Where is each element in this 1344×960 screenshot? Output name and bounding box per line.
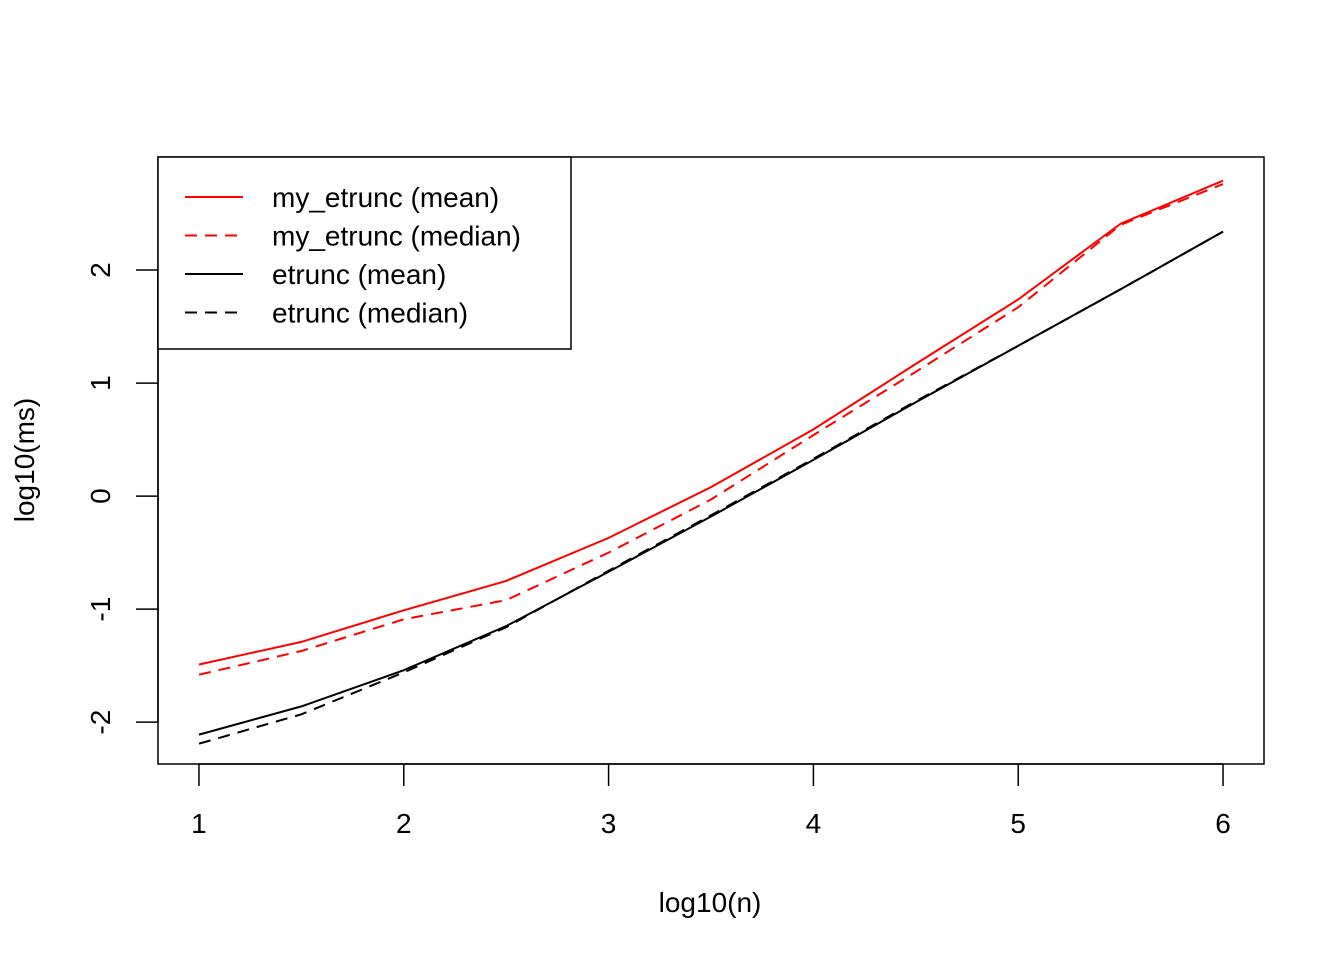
series-line-1 xyxy=(198,179,1224,666)
y-axis-label: log10(ms) xyxy=(9,398,40,522)
legend: my_etrunc (mean) my_etrunc (median) etrunc… xyxy=(157,156,572,350)
x-tick-label: 1 xyxy=(191,808,207,839)
y-tick-label: 2 xyxy=(85,262,116,278)
y-tick-label: 0 xyxy=(85,488,116,504)
x-tick-label: 6 xyxy=(1215,808,1231,839)
y-tick-label: 1 xyxy=(85,375,116,391)
y-tick-label: -2 xyxy=(85,710,116,735)
legend-items: my_etrunc (mean) my_etrunc (median) etrunc… xyxy=(185,182,521,329)
series-line-2 xyxy=(198,183,1224,676)
series-layer xyxy=(198,179,1224,745)
y-tick-label: -1 xyxy=(85,597,116,622)
x-axis: 1 2 3 4 5 6 xyxy=(191,763,1231,839)
legend-label: etrunc (mean) xyxy=(272,259,446,290)
legend-label: etrunc (median) xyxy=(272,298,468,329)
series-line-3 xyxy=(198,230,1224,736)
x-tick-label: 4 xyxy=(806,808,822,839)
legend-box xyxy=(157,156,572,350)
x-tick-label: 5 xyxy=(1010,808,1026,839)
x-tick-label: 3 xyxy=(601,808,617,839)
y-axis: -2 -1 0 1 2 xyxy=(85,262,159,735)
legend-label: my_etrunc (median) xyxy=(272,221,521,252)
legend-label: my_etrunc (mean) xyxy=(272,182,499,213)
x-axis-label: log10(n) xyxy=(659,887,762,918)
series-line-4 xyxy=(198,230,1224,745)
x-tick-label: 2 xyxy=(396,808,412,839)
